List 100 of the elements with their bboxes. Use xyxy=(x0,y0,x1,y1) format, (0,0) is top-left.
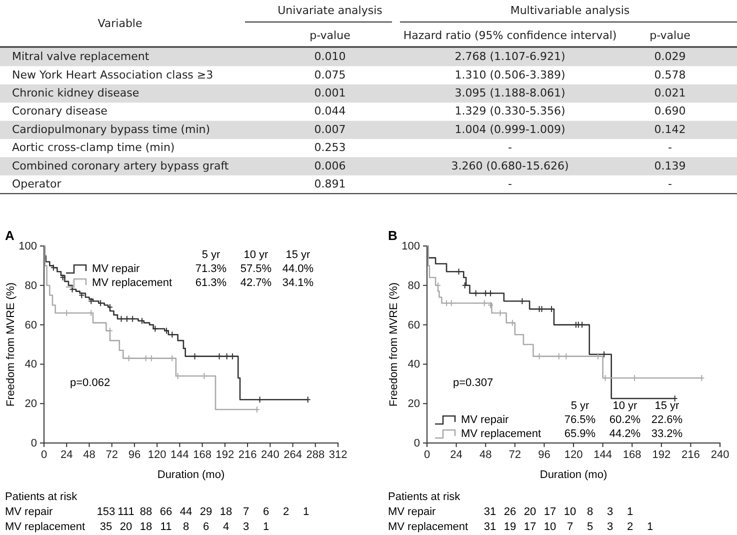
annotation: 33.2% xyxy=(651,428,683,440)
text: 0.029 xyxy=(654,50,686,64)
text: p-value xyxy=(310,29,351,42)
annotation: 5 yr xyxy=(202,248,220,261)
y-axis-title: Freedom from MVRE (%) xyxy=(388,282,400,407)
text: MV repair xyxy=(388,506,436,518)
x-tick-label: 24 xyxy=(450,448,462,461)
text: 3.260 (0.680-15.626) xyxy=(451,159,569,172)
annotation: 10 yr xyxy=(612,400,638,412)
y-tick-label: 100 xyxy=(402,240,420,253)
text: Aortic cross-clamp time (min) xyxy=(12,141,175,154)
annotation: 71.3% xyxy=(195,262,227,275)
x-tick-label: 144 xyxy=(594,448,612,461)
text: Combined coronary artery bypass graft xyxy=(12,159,230,172)
y-tick-label: 20 xyxy=(408,398,420,410)
text: - xyxy=(508,178,512,191)
text: 31 19 17 10 7 5 3 2 1 xyxy=(484,521,654,533)
text: 0.001 xyxy=(314,86,346,100)
text: 1.004 (0.999-1.009) xyxy=(454,122,566,136)
text: 0.891 xyxy=(314,178,346,191)
y-tick-label: 0 xyxy=(30,438,37,450)
annotation: 42.7% xyxy=(240,276,272,289)
y-tick-label: 60 xyxy=(24,319,37,332)
text: 0.006 xyxy=(314,159,346,172)
legend-label: MV repair xyxy=(92,262,140,275)
annotation: 34.1% xyxy=(282,276,314,289)
annotation: 44.0% xyxy=(282,262,314,275)
x-tick-label: 168 xyxy=(622,448,642,461)
y-tick-label: 0 xyxy=(414,438,420,450)
text: 35 20 18 11 8 6 4 3 1 xyxy=(100,521,270,533)
annotation: 10 yr xyxy=(244,248,269,261)
text: 0.142 xyxy=(654,122,686,136)
text: MV replacement xyxy=(388,521,468,533)
x-tick-label: 72 xyxy=(508,448,522,461)
text: 1.329 (0.330-5.356) xyxy=(454,104,566,118)
x-tick-label: 168 xyxy=(193,448,212,461)
x-tick-label: 0 xyxy=(40,448,48,461)
x-tick-label: 288 xyxy=(306,448,325,461)
text: - xyxy=(668,178,672,191)
annotation: 57.5% xyxy=(240,262,272,275)
y-tick-label: 80 xyxy=(24,280,37,292)
annotation: p=0.062 xyxy=(70,377,110,389)
text: 153 111 88 66 44 29 18 7 6 2 1 xyxy=(96,506,310,518)
text: Patients at risk xyxy=(5,491,78,503)
x-tick-label: 144 xyxy=(170,448,189,461)
annotation: 44.2% xyxy=(609,428,641,440)
chart-title: B xyxy=(388,228,398,243)
annotation: p=0.307 xyxy=(453,377,494,389)
text: 0.010 xyxy=(314,50,346,64)
annotation: 5 yr xyxy=(570,400,590,412)
text: 0.139 xyxy=(654,159,686,172)
text: Coronary disease xyxy=(12,104,108,118)
legend-label: MV replacement xyxy=(461,428,542,440)
annotation: 60.2% xyxy=(609,414,641,426)
text: 1.310 (0.506-3.389) xyxy=(454,68,566,82)
text: 0.253 xyxy=(314,141,346,154)
y-tick-label: 60 xyxy=(408,319,420,332)
legend-label: MV replacement xyxy=(92,276,172,289)
x-tick-label: 120 xyxy=(148,448,166,461)
x-axis-title: Duration (mo) xyxy=(157,469,225,481)
annotation: 65.9% xyxy=(564,428,596,440)
text: p-value xyxy=(650,29,691,42)
annotation: 15 yr xyxy=(286,248,311,261)
text: Chronic kidney disease xyxy=(12,86,140,100)
x-tick-label: 216 xyxy=(682,448,700,461)
text: 0.044 xyxy=(314,104,346,118)
x-tick-label: 192 xyxy=(652,448,671,461)
x-tick-label: 48 xyxy=(83,448,96,461)
y-tick-label: 100 xyxy=(18,240,37,253)
text: 0.578 xyxy=(654,68,686,82)
x-tick-label: 240 xyxy=(710,448,730,461)
x-tick-label: 264 xyxy=(284,448,302,461)
y-tick-label: 80 xyxy=(408,280,420,292)
text: MV repair xyxy=(5,506,54,518)
text: 0.690 xyxy=(654,104,686,118)
text: Multivariable analysis xyxy=(510,4,630,18)
y-tick-label: 20 xyxy=(24,398,37,410)
x-tick-label: 24 xyxy=(60,448,73,461)
text: Hazard ratio (95% confidence interval) xyxy=(403,29,617,42)
y-tick-label: 40 xyxy=(24,358,37,371)
x-tick-label: 240 xyxy=(260,448,280,461)
x-tick-label: 0 xyxy=(424,448,430,461)
text: MV replacement xyxy=(5,521,86,533)
text: - xyxy=(508,141,512,154)
x-tick-label: 216 xyxy=(238,448,257,461)
x-tick-label: 96 xyxy=(538,448,550,461)
x-tick-label: 96 xyxy=(128,448,141,461)
y-tick-label: 40 xyxy=(408,358,420,371)
text: 3.095 (1.188-8.061) xyxy=(454,86,566,100)
y-axis-title: Freedom from MVRE (%) xyxy=(5,282,17,407)
annotation: 61.3% xyxy=(195,276,227,289)
x-tick-label: 312 xyxy=(328,448,348,461)
legend-label: MV repair xyxy=(461,414,510,426)
text: - xyxy=(668,141,672,154)
x-axis-title: Duration (mo) xyxy=(540,469,608,481)
annotation: 22.6% xyxy=(651,414,683,426)
annotation: 76.5% xyxy=(564,414,596,426)
x-tick-label: 72 xyxy=(106,448,118,461)
x-tick-label: 48 xyxy=(479,448,492,461)
text: Univariate analysis xyxy=(278,4,383,18)
